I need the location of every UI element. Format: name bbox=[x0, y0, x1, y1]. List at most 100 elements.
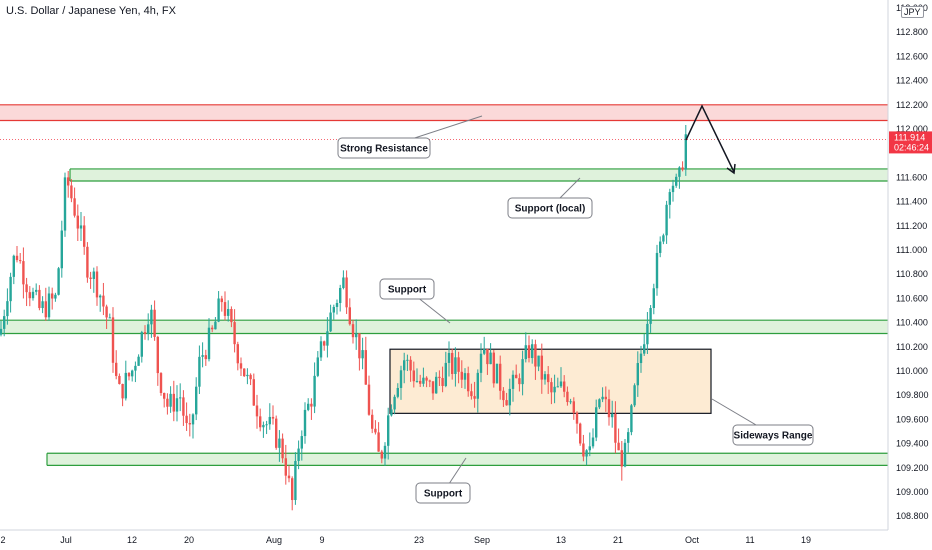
candle-body-201 bbox=[643, 344, 646, 354]
candle-body-211 bbox=[675, 176, 678, 186]
candle-body-192 bbox=[614, 413, 617, 443]
candle-body-98 bbox=[313, 375, 316, 407]
candle-body-139 bbox=[444, 362, 447, 386]
candle-body-2 bbox=[6, 301, 9, 317]
candle-body-162 bbox=[518, 378, 521, 385]
time-tick-9: 21 bbox=[613, 535, 623, 545]
candle-body-47 bbox=[150, 309, 153, 325]
candle-body-119 bbox=[380, 451, 383, 459]
candle-body-128 bbox=[409, 359, 412, 371]
candle-body-34 bbox=[108, 317, 111, 319]
price-tick-1: 112.800 bbox=[896, 27, 928, 37]
candle-body-56 bbox=[179, 397, 182, 399]
candle-body-91 bbox=[291, 478, 294, 501]
candle-body-151 bbox=[483, 349, 486, 354]
candle-body-177 bbox=[566, 391, 569, 403]
candle-body-5 bbox=[15, 255, 19, 261]
candle-body-87 bbox=[278, 438, 281, 448]
candle-body-83 bbox=[265, 424, 268, 426]
candle-body-143 bbox=[457, 357, 460, 372]
candle-body-101 bbox=[323, 341, 326, 346]
candle-body-93 bbox=[297, 448, 300, 461]
candle-body-51 bbox=[163, 392, 166, 399]
candle-body-16 bbox=[51, 293, 54, 299]
candle-body-202 bbox=[646, 323, 649, 345]
candle-body-49 bbox=[156, 336, 159, 374]
candle-body-55 bbox=[175, 398, 179, 412]
candle-body-152 bbox=[486, 349, 489, 365]
candle-body-169 bbox=[540, 355, 543, 380]
candle-body-52 bbox=[166, 398, 169, 407]
candle-body-60 bbox=[191, 414, 195, 425]
candle-body-142 bbox=[454, 357, 457, 374]
candle-body-178 bbox=[569, 401, 572, 403]
candle-body-63 bbox=[201, 355, 204, 357]
candle-body-161 bbox=[515, 374, 518, 379]
projection-path bbox=[685, 104, 735, 173]
candle-body-90 bbox=[287, 475, 291, 479]
zones-layer bbox=[0, 104, 888, 466]
projection-arrowhead bbox=[726, 163, 736, 175]
candle-body-148 bbox=[473, 396, 476, 399]
candle-body-46 bbox=[147, 324, 150, 334]
candle-body-199 bbox=[636, 363, 639, 386]
price-tick-16: 109.600 bbox=[896, 414, 929, 424]
candle-body-71 bbox=[227, 308, 230, 316]
candle-body-185 bbox=[591, 437, 595, 447]
candle-body-134 bbox=[428, 380, 431, 382]
candle-body-159 bbox=[508, 388, 511, 406]
candle-body-24 bbox=[76, 215, 79, 229]
time-tick-8: 13 bbox=[556, 535, 566, 545]
candle-body-64 bbox=[204, 355, 207, 360]
candle-body-170 bbox=[543, 374, 547, 380]
candle-body-135 bbox=[431, 381, 435, 394]
currency-badge[interactable]: JPY bbox=[901, 6, 924, 18]
price-tick-2: 112.600 bbox=[896, 51, 928, 61]
candle-body-110 bbox=[351, 324, 355, 338]
candle-body-186 bbox=[595, 407, 598, 438]
candle-body-179 bbox=[572, 401, 575, 413]
candle-body-197 bbox=[630, 405, 633, 433]
candle-body-175 bbox=[559, 381, 563, 387]
price-tick-14: 110.000 bbox=[896, 366, 928, 376]
candle-body-171 bbox=[547, 374, 550, 383]
candle-body-194 bbox=[620, 450, 623, 467]
annotation-support-local-label: Support (local) bbox=[515, 204, 586, 215]
annotation-sideways-range-label: Sideways Range bbox=[734, 431, 813, 442]
candle-body-57 bbox=[182, 397, 185, 416]
candle-body-95 bbox=[303, 409, 307, 437]
annotation-support-mid-label: Support bbox=[388, 285, 427, 296]
candle-body-195 bbox=[623, 442, 627, 467]
candle-body-165 bbox=[527, 345, 531, 359]
annotations-layer: Strong Resistance Support (local) Support S… bbox=[337, 104, 814, 504]
annotation-support-low-box bbox=[415, 482, 471, 504]
candle-body-88 bbox=[281, 438, 284, 459]
candles-layer bbox=[0, 124, 687, 511]
candle-body-155 bbox=[495, 363, 499, 384]
candle-body-138 bbox=[441, 378, 444, 386]
candle-body-191 bbox=[611, 413, 614, 418]
candle-body-100 bbox=[319, 341, 323, 358]
zone-support-3 bbox=[47, 453, 888, 466]
candle-body-115 bbox=[367, 384, 371, 415]
candle-body-150 bbox=[479, 353, 483, 373]
candle-body-172 bbox=[550, 382, 553, 393]
price-tick-10: 110.800 bbox=[896, 269, 928, 279]
candle-body-145 bbox=[463, 373, 467, 380]
candle-body-69 bbox=[220, 298, 223, 303]
candle-body-9 bbox=[28, 292, 31, 299]
candle-body-18 bbox=[57, 268, 60, 295]
candle-body-32 bbox=[102, 295, 105, 307]
candle-body-131 bbox=[419, 380, 422, 384]
annotation-strong-resistance-box bbox=[337, 137, 431, 159]
candle-body-53 bbox=[169, 393, 172, 407]
candle-body-107 bbox=[342, 277, 345, 288]
price-tick-13: 110.200 bbox=[896, 342, 928, 352]
candle-body-109 bbox=[348, 307, 351, 325]
price-tick-20: 108.800 bbox=[896, 511, 929, 521]
candle-body-117 bbox=[374, 428, 377, 433]
candle-body-28 bbox=[89, 277, 92, 279]
annotation-sideways-range-box bbox=[732, 424, 814, 446]
